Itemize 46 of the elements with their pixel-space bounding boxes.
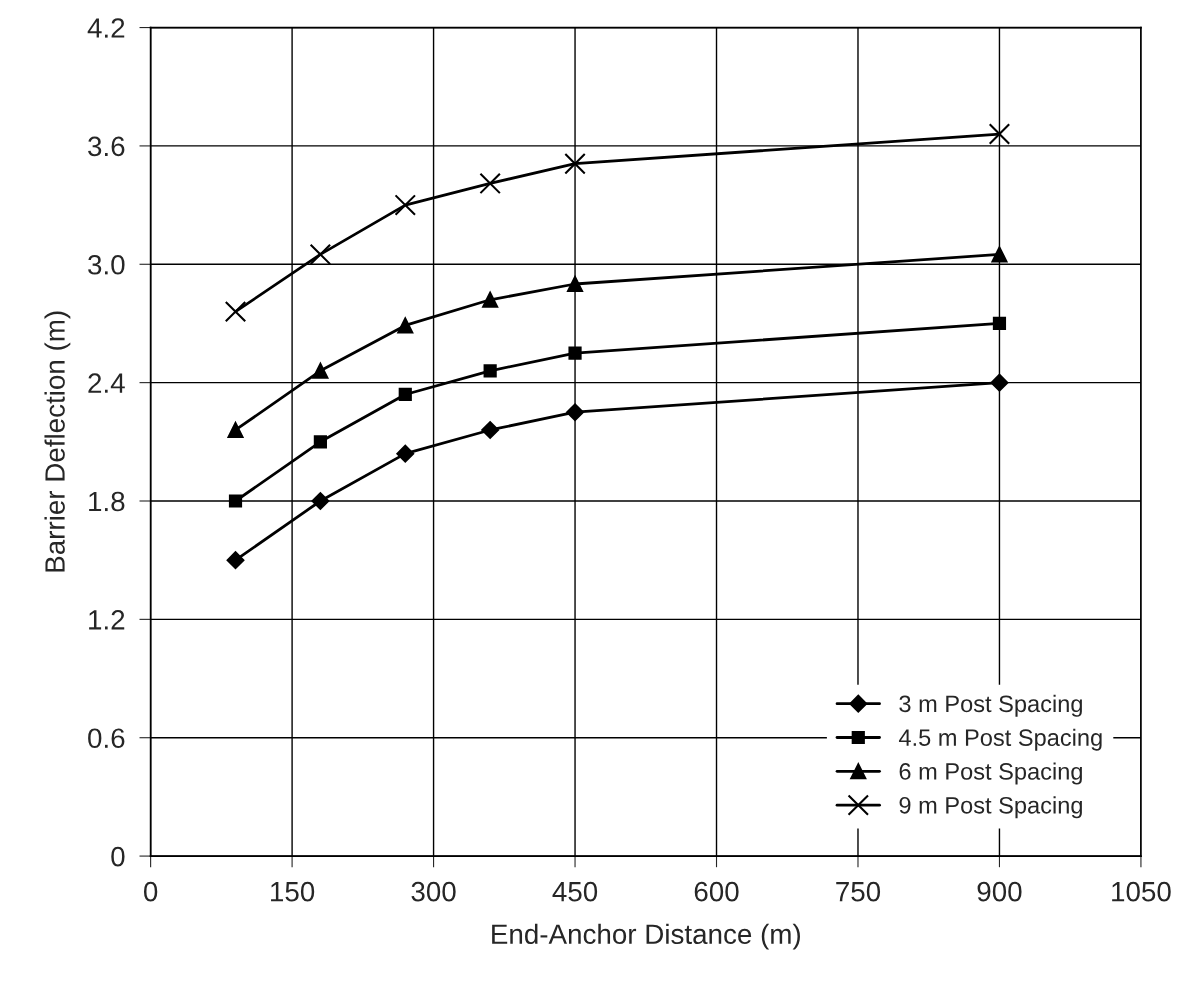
x-tick-label: 900 — [977, 881, 1022, 902]
point — [567, 276, 584, 292]
x-tick-label: 0 — [143, 881, 158, 902]
point — [227, 422, 244, 438]
point — [479, 172, 501, 195]
point — [228, 494, 243, 508]
x-tick-label: 600 — [694, 881, 739, 902]
x-tick-label: 150 — [271, 881, 315, 902]
point — [312, 362, 329, 379]
y-tick-label: 1.8 — [89, 491, 125, 512]
legend-label: 9 m Post Spacing — [899, 796, 1082, 819]
point — [311, 492, 330, 510]
x-tick-label: 750 — [836, 881, 881, 902]
point — [482, 291, 499, 308]
y-tick-label: 0.6 — [88, 728, 125, 749]
y-tick-label: 4.2 — [87, 18, 125, 38]
point — [992, 316, 1007, 331]
y-tick-label: 2.4 — [88, 373, 125, 393]
point — [481, 421, 500, 439]
point — [224, 300, 247, 323]
point — [313, 435, 327, 449]
point — [564, 152, 586, 175]
x-tick-label: 300 — [411, 881, 456, 902]
point — [226, 551, 245, 570]
point — [990, 373, 1009, 392]
point — [568, 346, 582, 360]
y-axis-title: Barrier Deflection (m) — [44, 311, 71, 572]
y-tick-label: 1.2 — [89, 610, 125, 630]
x-tick-label: 1050 — [1112, 881, 1171, 902]
point — [566, 403, 584, 422]
point — [991, 246, 1008, 263]
point — [397, 317, 414, 334]
y-tick-label: 3.6 — [88, 136, 125, 157]
point — [396, 444, 415, 463]
point — [394, 194, 417, 216]
x-tick-label: 450 — [552, 881, 598, 902]
legend-label: 4.5 m Post Spacing — [898, 728, 1102, 751]
y-tick-label: 0 — [111, 846, 125, 867]
x-axis-title: End-Anchor Distance (m) — [492, 923, 800, 950]
point — [309, 243, 332, 266]
legend-label: 3 m Post Spacing — [899, 694, 1082, 717]
point — [483, 364, 497, 378]
y-tick-label: 3.0 — [88, 254, 125, 275]
legend-label: 6 m Post Spacing — [899, 762, 1082, 785]
point — [398, 387, 412, 402]
point — [988, 123, 1011, 145]
